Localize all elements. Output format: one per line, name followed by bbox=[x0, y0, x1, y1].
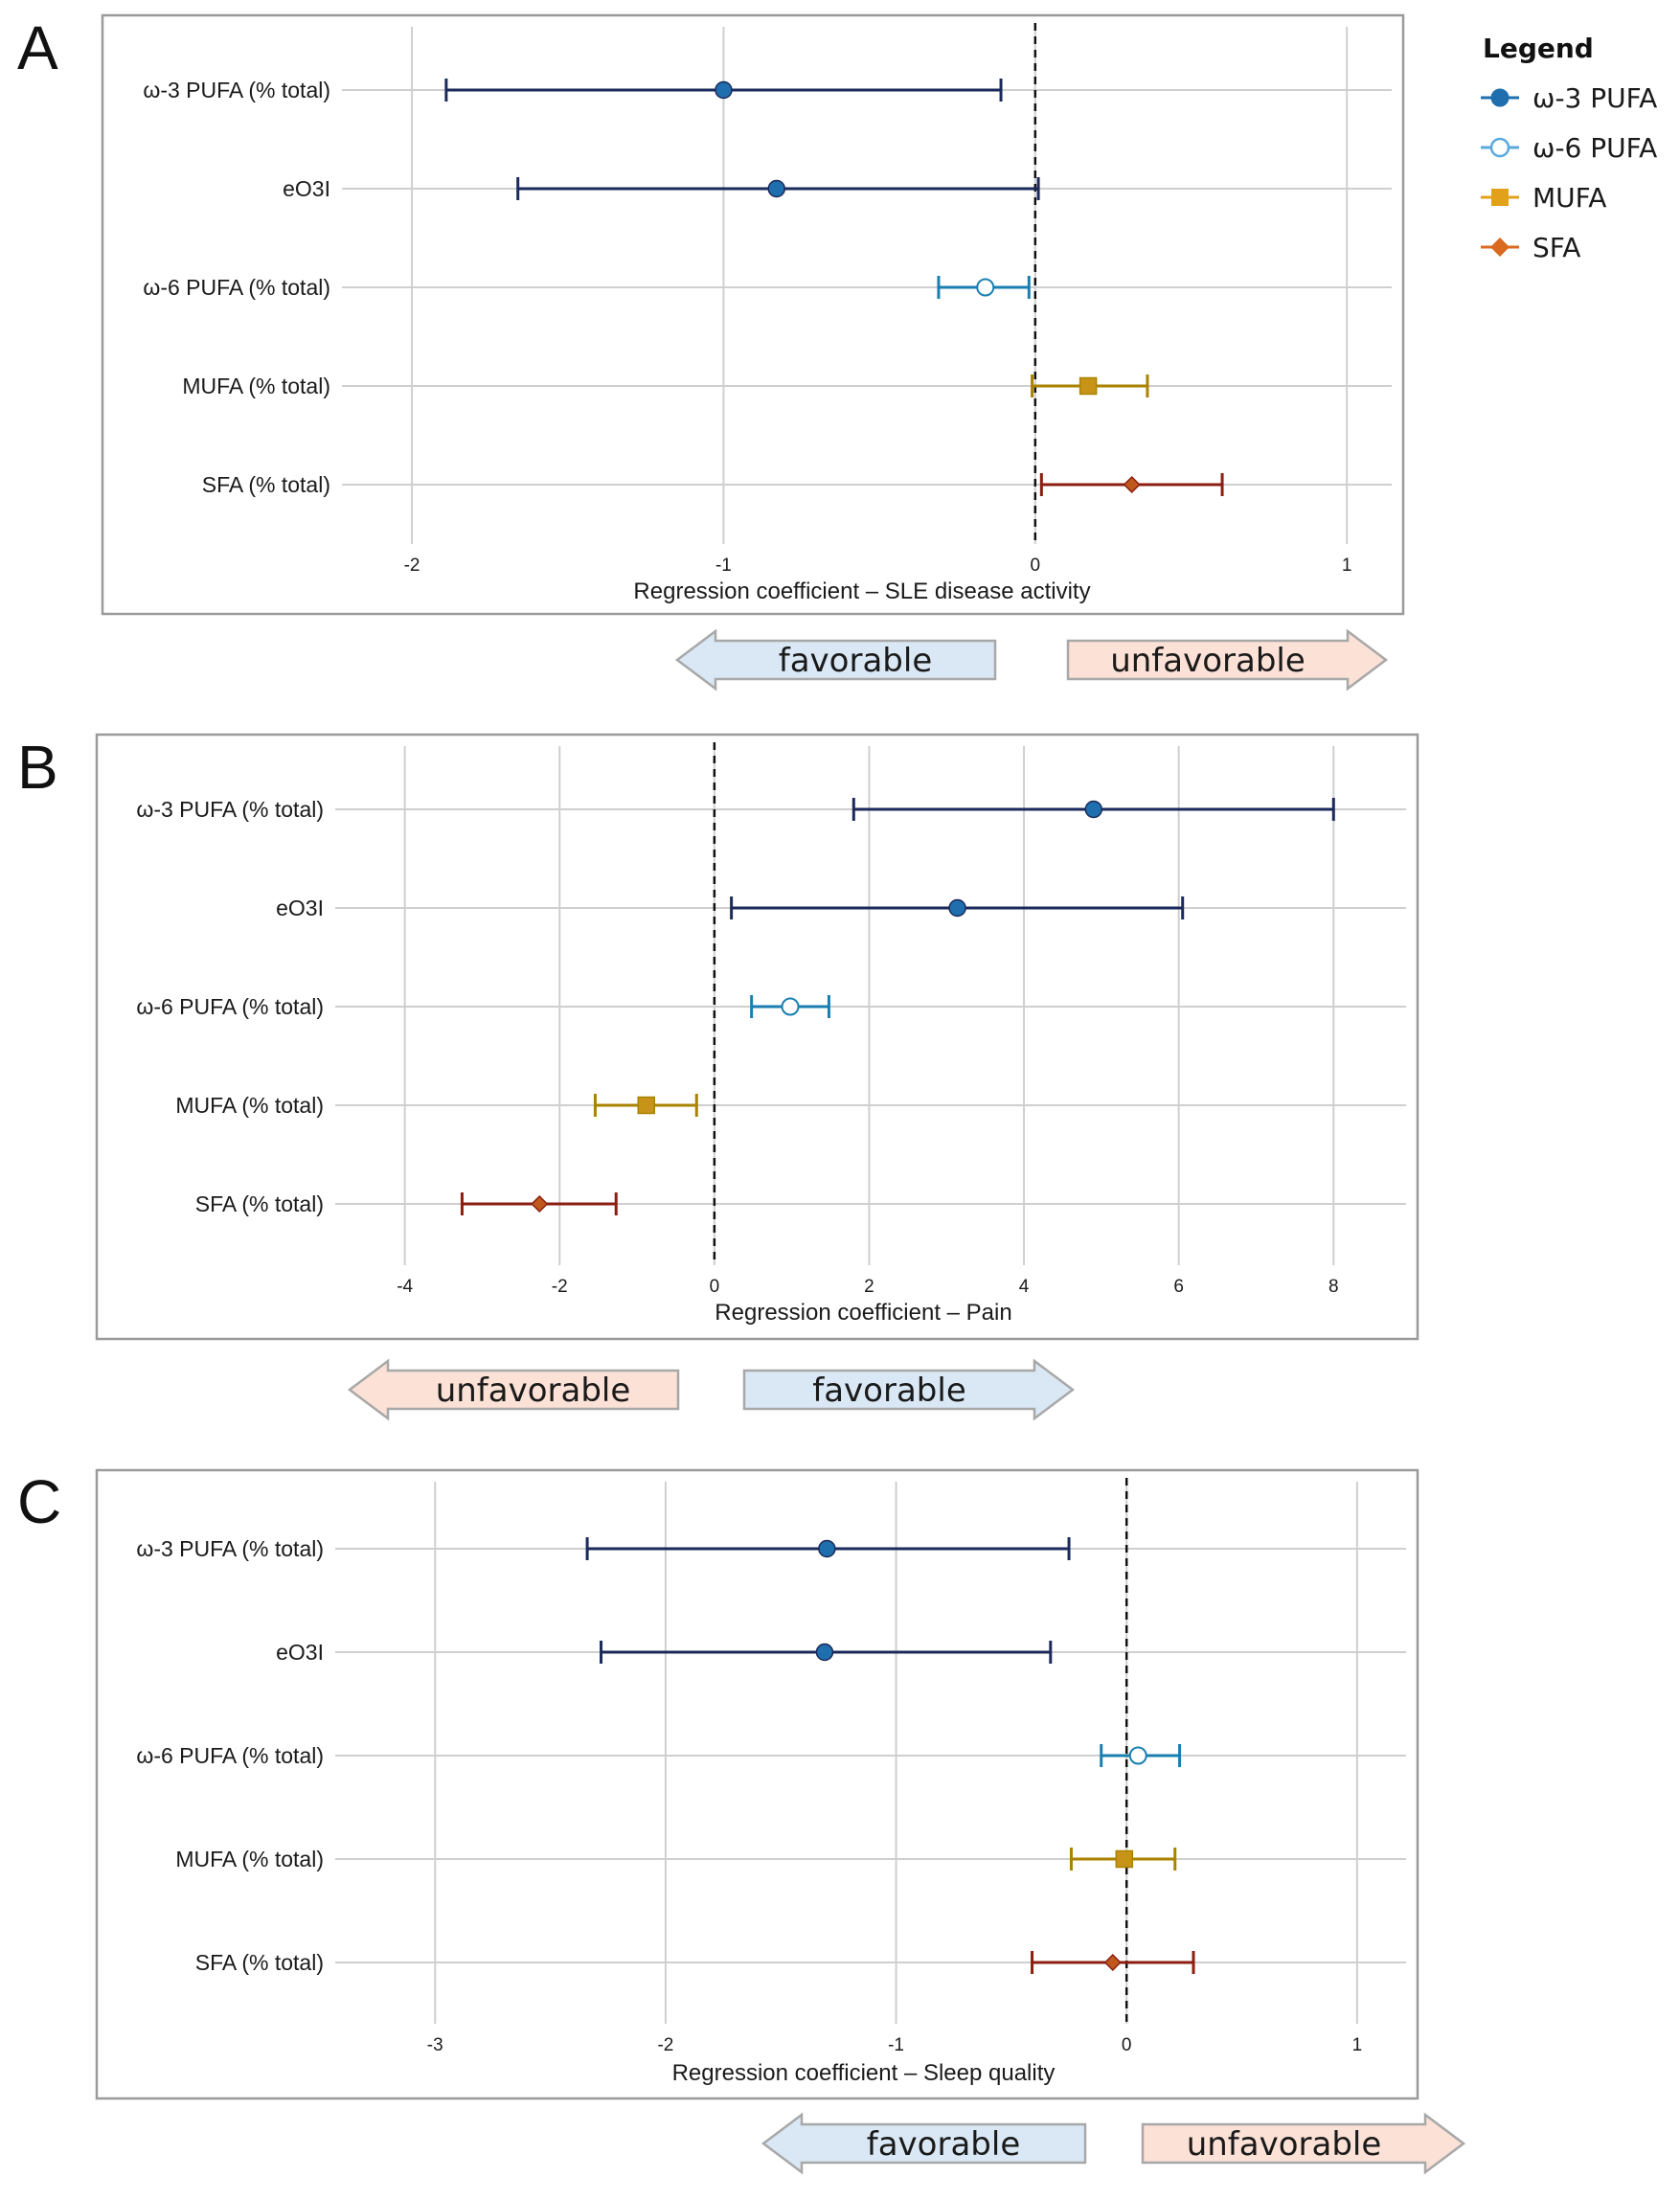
point-estimate-circle bbox=[767, 179, 786, 198]
unfavorable-arrow: unfavorable bbox=[1141, 2112, 1466, 2175]
x-tick-label: -2 bbox=[552, 1277, 568, 1297]
row-label: ω-6 PUFA (% total) bbox=[136, 1743, 324, 1768]
x-tick-label: 0 bbox=[1122, 2035, 1132, 2055]
x-tick-label: 8 bbox=[1328, 1277, 1339, 1297]
point-estimate-circle bbox=[976, 278, 995, 297]
favorable-arrow: favorable bbox=[761, 2112, 1087, 2175]
point-estimate-circle bbox=[715, 80, 733, 100]
point-estimate-circle bbox=[1128, 1746, 1147, 1765]
point-estimate-circle bbox=[948, 898, 966, 918]
legend-entry-label: ω-3 PUFA bbox=[1532, 82, 1657, 114]
point-estimate-diamond bbox=[1103, 1953, 1122, 1972]
x-tick-label: 1 bbox=[1342, 556, 1352, 576]
legend-marker-open-circle bbox=[1489, 137, 1510, 158]
point-estimate-circle bbox=[781, 997, 800, 1016]
arrow-shape bbox=[674, 628, 997, 692]
x-tick-label: -1 bbox=[715, 556, 732, 576]
row-label: MUFA (% total) bbox=[175, 1093, 324, 1118]
unfavorable-arrow: unfavorable bbox=[1066, 628, 1389, 692]
arrow-shape bbox=[761, 2112, 1087, 2175]
x-tick-label: 0 bbox=[1031, 556, 1041, 576]
panel-b: -4 -2 0 2 4 6 8 ω-3 PUFA (% total) eO3I ω-6 PUFA … bbox=[95, 733, 1419, 1421]
legend-entry-label: ω-6 PUFA bbox=[1532, 132, 1657, 164]
legend: Legend ω-3 PUFA ω-6 PUFA MUFA SFA bbox=[1481, 33, 1657, 263]
panel-letter-a: A bbox=[17, 13, 58, 82]
x-tick-label: -4 bbox=[397, 1277, 413, 1297]
row-label: eO3I bbox=[276, 1640, 324, 1665]
x-axis-title: Regression coefficient – Pain bbox=[715, 1300, 1011, 1326]
x-axis-title: Regression coefficient – SLE disease act… bbox=[633, 578, 1090, 604]
panel-frame bbox=[95, 733, 1419, 1341]
row-label: eO3I bbox=[283, 176, 330, 201]
panels: -2 -1 0 1 ω-3 PUFA (% total) eO3I ω-6 PUFA (% … bbox=[95, 13, 1466, 2175]
panel-a: -2 -1 0 1 ω-3 PUFA (% total) eO3I ω-6 PUFA (% … bbox=[101, 13, 1405, 692]
legend-entries: ω-3 PUFA ω-6 PUFA MUFA SFA bbox=[1481, 82, 1657, 263]
legend-title: Legend bbox=[1483, 33, 1594, 64]
arrow-label: favorable bbox=[779, 642, 933, 680]
legend-entry: ω-3 PUFA bbox=[1481, 82, 1657, 114]
legend-entry: ω-6 PUFA bbox=[1481, 132, 1657, 164]
row-label: SFA (% total) bbox=[202, 472, 330, 497]
x-tick-label: -2 bbox=[657, 2035, 673, 2055]
unfavorable-arrow: unfavorable bbox=[347, 1358, 680, 1421]
arrow-label: unfavorable bbox=[1187, 2125, 1382, 2164]
panel-frame bbox=[101, 13, 1405, 616]
x-tick-label: 2 bbox=[864, 1277, 874, 1297]
arrow-shape bbox=[347, 1358, 680, 1421]
row-label: ω-3 PUFA (% total) bbox=[136, 797, 324, 822]
row-label: ω-3 PUFA (% total) bbox=[143, 78, 330, 102]
arrow-label: favorable bbox=[812, 1372, 966, 1410]
legend-marker-circle bbox=[1490, 88, 1510, 107]
point-estimate-circle bbox=[815, 1643, 834, 1662]
row-label: ω-6 PUFA (% total) bbox=[136, 994, 324, 1019]
point-estimate-square bbox=[1078, 376, 1098, 396]
legend-entry: SFA bbox=[1481, 232, 1580, 263]
arrow-shape bbox=[742, 1358, 1076, 1421]
panel-letter-b: B bbox=[17, 733, 58, 802]
row-label: MUFA (% total) bbox=[182, 374, 330, 398]
point-estimate-circle bbox=[1084, 800, 1103, 819]
row-label: SFA (% total) bbox=[195, 1191, 324, 1216]
legend-marker-square bbox=[1491, 189, 1509, 206]
x-tick-label: -1 bbox=[888, 2035, 904, 2055]
favorable-arrow: favorable bbox=[742, 1358, 1076, 1421]
arrow-shape bbox=[1066, 628, 1389, 692]
panel-frame bbox=[95, 1468, 1419, 2100]
x-tick-label: 0 bbox=[710, 1277, 720, 1297]
x-tick-label: -2 bbox=[404, 556, 420, 576]
legend-entry: MUFA bbox=[1481, 182, 1606, 214]
x-axis-title: Regression coefficient – Sleep quality bbox=[672, 2060, 1056, 2086]
panel-c: -3 -2 -1 0 1 ω-3 PUFA (% total) eO3I ω-6 PUFA (… bbox=[95, 1468, 1466, 2175]
arrow-shape bbox=[1141, 2112, 1466, 2175]
legend-entry-label: SFA bbox=[1532, 232, 1580, 263]
panel-letter-c: C bbox=[17, 1467, 61, 1536]
arrow-label: unfavorable bbox=[1110, 642, 1305, 680]
point-estimate-square bbox=[637, 1096, 655, 1115]
x-tick-label: -3 bbox=[427, 2035, 443, 2055]
row-label: eO3I bbox=[276, 896, 324, 920]
row-label: ω-6 PUFA (% total) bbox=[143, 275, 330, 300]
x-tick-label: 1 bbox=[1352, 2035, 1363, 2055]
point-estimate-diamond bbox=[531, 1194, 549, 1213]
arrow-label: favorable bbox=[867, 2125, 1021, 2164]
legend-marker-diamond bbox=[1490, 238, 1510, 257]
arrow-label: unfavorable bbox=[436, 1372, 631, 1410]
point-estimate-diamond bbox=[1123, 475, 1141, 494]
row-label: SFA (% total) bbox=[195, 1950, 324, 1975]
point-estimate-square bbox=[1115, 1849, 1134, 1869]
point-estimate-circle bbox=[818, 1539, 836, 1558]
favorable-arrow: favorable bbox=[674, 628, 997, 692]
x-tick-label: 4 bbox=[1019, 1277, 1030, 1297]
legend-entry-label: MUFA bbox=[1532, 182, 1606, 214]
x-tick-label: 6 bbox=[1173, 1277, 1184, 1297]
row-label: ω-3 PUFA (% total) bbox=[136, 1536, 324, 1561]
row-label: MUFA (% total) bbox=[175, 1847, 324, 1871]
